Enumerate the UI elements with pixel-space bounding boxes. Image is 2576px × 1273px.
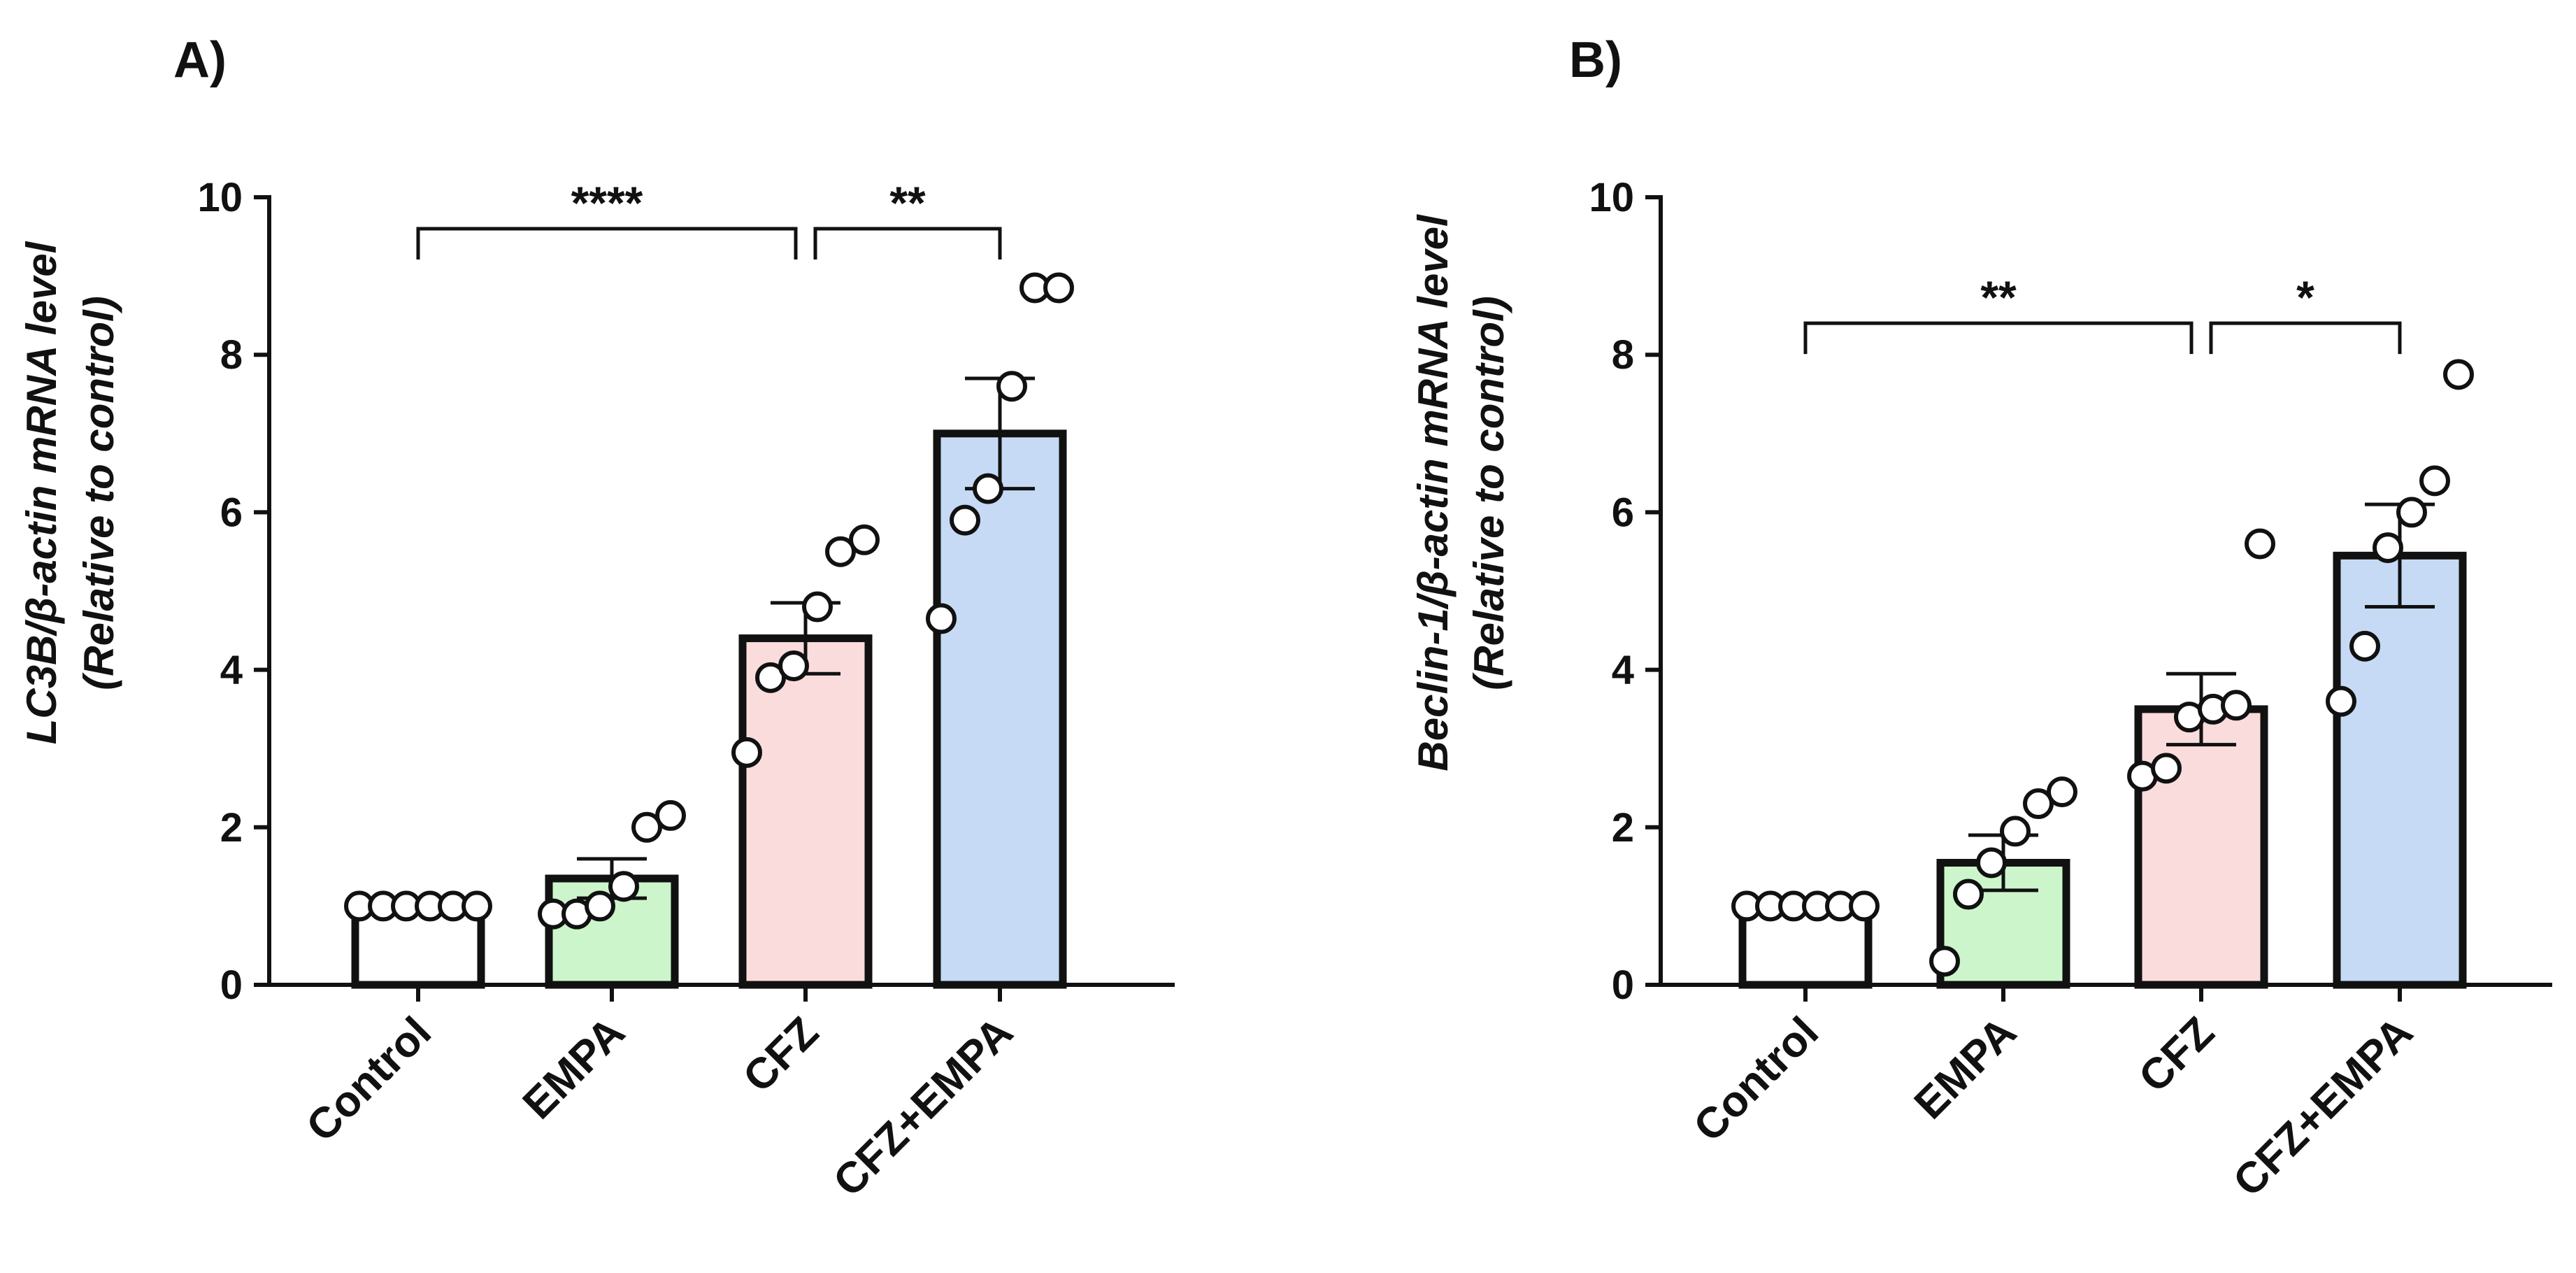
y-axis-sublabel-b: (Relative to control) xyxy=(1466,296,1512,690)
significance-bracket-a-0 xyxy=(416,227,798,260)
y-tick-label-b-4: 8 xyxy=(1612,332,1634,378)
y-tick-label-b-2: 4 xyxy=(1612,648,1634,693)
data-point-a-1-2 xyxy=(585,890,615,922)
y-axis-sublabel-a: (Relative to control) xyxy=(76,296,122,690)
data-point-a-1-3 xyxy=(608,871,639,902)
y-tick-label-a-3: 6 xyxy=(220,490,243,535)
bar-a-2 xyxy=(738,634,873,989)
x-category-label-b-3: CFZ+EMPA xyxy=(2224,1008,2422,1206)
y-tick-label-a-1: 2 xyxy=(220,805,243,851)
x-category-label-b-0: Control xyxy=(1684,1008,1828,1151)
data-point-a-3-1 xyxy=(950,504,980,536)
x-category-label-a-2: CFZ xyxy=(734,1008,828,1102)
panel-a: A) LC3B/β-actin mRNA level (Relative to … xyxy=(18,32,1175,1206)
data-point-b-3-5 xyxy=(2443,359,2474,390)
y-tick-label-a-2: 4 xyxy=(220,648,243,693)
data-point-a-3-0 xyxy=(926,603,957,634)
data-point-b-3-3 xyxy=(2396,497,2427,528)
data-point-b-1-4 xyxy=(2023,788,2054,820)
y-tick-label-a-0: 0 xyxy=(220,962,243,1008)
significance-label-a-1: ** xyxy=(889,177,926,229)
significance-label-a-0: **** xyxy=(571,177,643,229)
data-point-b-2-5 xyxy=(2245,528,2275,560)
y-tick-label-b-0: 0 xyxy=(1612,962,1634,1008)
data-point-b-2-4 xyxy=(2221,690,2252,721)
panel-b: B) Beclin-1/β-actin mRNA level (Relative… xyxy=(1410,32,2552,1206)
data-point-b-3-2 xyxy=(2373,532,2403,564)
data-point-b-0-5 xyxy=(1849,890,1880,922)
data-point-a-2-2 xyxy=(778,650,809,681)
data-point-a-0-5 xyxy=(461,890,492,922)
data-point-b-1-3 xyxy=(2000,816,2031,847)
data-point-b-3-4 xyxy=(2419,465,2450,497)
x-category-label-b-1: EMPA xyxy=(1905,1008,2026,1128)
bar-b-2 xyxy=(2134,705,2268,989)
significance-bracket-b-0 xyxy=(1803,321,2194,355)
x-category-label-a-1: EMPA xyxy=(514,1008,634,1128)
significance-bracket-b-1 xyxy=(2209,321,2402,355)
significance-bracket-a-1 xyxy=(813,227,1002,260)
y-tick-label-b-1: 2 xyxy=(1612,805,1634,851)
y-tick-label-b-3: 6 xyxy=(1612,490,1634,535)
y-axis-label-a: LC3B/β-actin mRNA level xyxy=(18,241,65,744)
data-point-b-1-2 xyxy=(1976,847,2007,879)
data-point-a-1-5 xyxy=(655,799,686,831)
y-tick-label-a-5: 10 xyxy=(197,175,243,220)
panel-label-b: B) xyxy=(1569,32,1622,88)
x-category-label-b-2: CFZ xyxy=(2130,1008,2224,1102)
significance-label-b-0: ** xyxy=(1980,271,2017,323)
significance-label-b-1: * xyxy=(2296,271,2314,323)
data-point-b-1-0 xyxy=(1929,946,1960,977)
data-point-b-3-1 xyxy=(2349,630,2380,662)
panel-label-a: A) xyxy=(173,32,227,88)
data-point-a-2-4 xyxy=(825,536,856,567)
data-point-b-3-0 xyxy=(2326,685,2356,717)
data-point-a-1-4 xyxy=(631,811,662,843)
x-category-label-a-0: Control xyxy=(297,1008,441,1151)
data-point-a-2-0 xyxy=(731,737,762,768)
y-tick-label-a-4: 8 xyxy=(220,332,243,378)
x-category-label-a-3: CFZ+EMPA xyxy=(824,1008,1022,1206)
data-point-a-2-5 xyxy=(849,524,880,555)
data-point-a-2-3 xyxy=(802,591,833,623)
data-point-b-1-1 xyxy=(1953,879,1984,910)
bar-b-3 xyxy=(2333,551,2467,989)
y-axis-label-b: Beclin-1/β-actin mRNA level xyxy=(1410,214,1457,771)
data-point-a-3-2 xyxy=(973,473,1003,504)
data-point-a-3-3 xyxy=(996,371,1027,402)
data-point-b-1-5 xyxy=(2047,776,2077,808)
y-tick-label-b-5: 10 xyxy=(1589,175,1634,220)
data-point-b-2-1 xyxy=(2151,753,2182,784)
data-point-a-3-5 xyxy=(1043,272,1074,304)
